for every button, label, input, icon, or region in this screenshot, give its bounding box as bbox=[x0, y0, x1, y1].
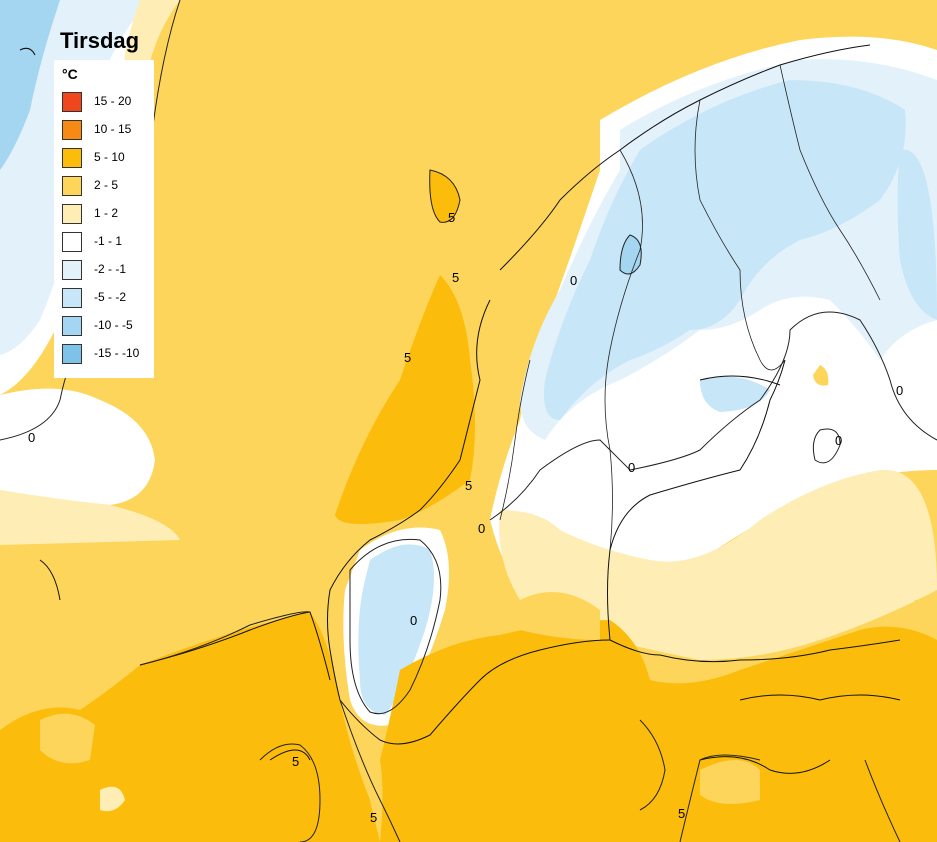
legend-label: 5 - 10 bbox=[94, 150, 125, 164]
legend-swatch bbox=[62, 176, 82, 196]
cold-region-southern-norway bbox=[343, 527, 449, 726]
contour-label: 5 bbox=[292, 754, 299, 769]
contour-label: 0 bbox=[570, 273, 577, 288]
warm-region-south bbox=[0, 592, 937, 842]
legend-label: -5 - -2 bbox=[94, 290, 127, 304]
cold-region-scandinavia bbox=[490, 36, 937, 620]
legend-label: -15 - -10 bbox=[94, 346, 140, 360]
contour-label: 5 bbox=[452, 270, 459, 285]
legend-item: -2 - -1 bbox=[62, 260, 152, 280]
contour-label: 0 bbox=[628, 460, 635, 475]
contour-label: 0 bbox=[896, 383, 903, 398]
legend-label: 15 - 20 bbox=[94, 94, 132, 108]
contour-label-group: 0 0 0 0 0 0 0 5 5 5 5 5 5 5 bbox=[28, 210, 903, 825]
legend-item: 1 - 2 bbox=[62, 204, 152, 224]
legend-swatch bbox=[62, 344, 82, 364]
legend-swatch bbox=[62, 204, 82, 224]
legend-label: -10 - -5 bbox=[94, 318, 133, 332]
legend-swatch bbox=[62, 260, 82, 280]
legend-unit: °C bbox=[62, 66, 78, 82]
cold-region-west bbox=[0, 388, 180, 545]
legend-item: -10 - -5 bbox=[62, 316, 152, 336]
legend-item: -1 - 1 bbox=[62, 232, 152, 252]
legend-label: 2 - 5 bbox=[94, 178, 119, 192]
contour-label: 0 bbox=[478, 521, 485, 536]
country-borders bbox=[499, 64, 881, 551]
legend-label: -1 - 1 bbox=[94, 234, 123, 248]
warm-tongue-norwegian-sea bbox=[335, 169, 475, 524]
legend-item: -5 - -2 bbox=[62, 288, 152, 308]
legend-swatch bbox=[62, 120, 82, 140]
contour-label: 5 bbox=[465, 478, 472, 493]
legend-swatch bbox=[62, 148, 82, 168]
contour-label: 5 bbox=[448, 210, 455, 225]
legend-item: -15 - -10 bbox=[62, 344, 152, 364]
legend-swatch bbox=[62, 232, 82, 252]
contour-label: 0 bbox=[835, 433, 842, 448]
legend-item: 10 - 15 bbox=[62, 120, 152, 140]
contour-label: 5 bbox=[678, 806, 685, 821]
map-title: Tirsdag bbox=[60, 28, 140, 53]
legend-item: 15 - 20 bbox=[62, 92, 152, 112]
legend-label: -2 - -1 bbox=[94, 262, 127, 276]
legend-item: 5 - 10 bbox=[62, 148, 152, 168]
contour-label: 5 bbox=[370, 810, 377, 825]
legend-item: 2 - 5 bbox=[62, 176, 152, 196]
legend-label: 1 - 2 bbox=[94, 206, 119, 220]
legend: °C 15 - 20 10 - 15 5 - 10 2 - 5 1 - 2 -1… bbox=[54, 60, 154, 378]
legend-swatch bbox=[62, 92, 82, 112]
legend-swatch bbox=[62, 288, 82, 308]
contour-label: 0 bbox=[410, 613, 417, 628]
mild-region-south bbox=[499, 365, 937, 660]
contour-label: 5 bbox=[404, 350, 411, 365]
legend-swatch bbox=[62, 316, 82, 336]
legend-label: 10 - 15 bbox=[94, 122, 132, 136]
contour-label: 0 bbox=[28, 430, 35, 445]
